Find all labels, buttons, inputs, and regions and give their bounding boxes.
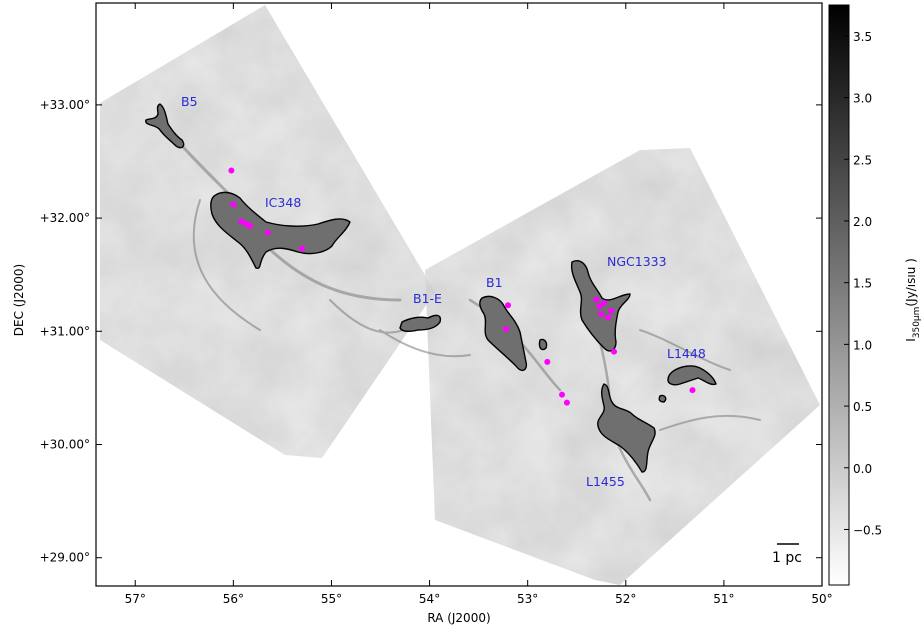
source-marker (230, 201, 237, 208)
source-marker (601, 299, 608, 306)
scale-bar: 1 pc (772, 543, 802, 566)
source-marker (598, 311, 605, 318)
x-tick-label: 54° (419, 592, 440, 606)
region-labels: B5 IC348 B1-E B1 NGC1333 L1448 L1455 (181, 94, 706, 489)
x-axis-label: RA (J2000) (427, 611, 490, 625)
contour-l1455 (597, 383, 656, 473)
x-axis: 57° 56° 55° 54° 53° 52° 51° 50° (125, 3, 833, 606)
source-marker (608, 307, 615, 314)
source-marker (563, 399, 570, 406)
plot-frame (95, 2, 823, 587)
region-label: L1448 (667, 346, 706, 361)
colorbar-tick-label: −0.5 (853, 523, 882, 537)
contour-ic348 (209, 191, 351, 269)
region-label: NGC1333 (607, 254, 667, 269)
source-marker (559, 391, 566, 398)
source-marker (299, 245, 306, 252)
region-label: B5 (181, 94, 198, 109)
map-tile-south-texture (425, 148, 820, 585)
source-markers (228, 167, 696, 406)
contour-l1448 (667, 365, 717, 386)
colorbar: 3.5 3.0 2.5 2.0 1.5 1.0 0.5 0.0 −0.5 I350μm(Jy/ı… (828, 4, 922, 586)
source-marker (605, 314, 612, 321)
colorbar-tick-label: 2.5 (853, 153, 872, 167)
colorbar-ticks: 3.5 3.0 2.5 2.0 1.5 1.0 0.5 0.0 −0.5 (844, 30, 882, 537)
colorbar-tick-label: 0.5 (853, 400, 872, 414)
y-tick-label: +32.00° (40, 211, 90, 225)
source-marker (505, 302, 512, 309)
contour-b5 (145, 103, 185, 149)
region-label: B1-E (413, 291, 442, 306)
y-axis: +33.00° +32.00° +31.00° +30.00° +29.00° (40, 98, 822, 565)
source-marker (264, 229, 271, 236)
contour-small-2 (658, 394, 667, 403)
region-label: L1455 (586, 474, 625, 489)
x-tick-label: 53° (517, 592, 538, 606)
colorbar-label: I350μm(Jy/ısıu ) (904, 258, 922, 342)
colorbar-tick-label: 3.5 (853, 30, 872, 44)
source-marker (228, 167, 235, 174)
source-marker (611, 348, 618, 355)
contour-b1 (479, 295, 528, 372)
x-tick-label: 55° (321, 592, 342, 606)
x-tick-label: 51° (713, 592, 734, 606)
x-tick-label: 56° (223, 592, 244, 606)
colorbar-tick-label: 1.0 (853, 338, 872, 352)
colorbar-tick-label: 1.5 (853, 277, 872, 291)
contour-small-1 (538, 338, 548, 351)
contour-b1e (399, 314, 442, 333)
y-tick-label: +33.00° (40, 98, 90, 112)
colorbar-tick-label: 0.0 (853, 462, 872, 476)
source-marker (503, 326, 510, 333)
colorbar-tick-label: 3.0 (853, 92, 872, 106)
colorbar-gradient (828, 4, 850, 586)
y-tick-label: +30.00° (40, 437, 90, 451)
source-marker (247, 223, 254, 230)
region-label: B1 (486, 275, 503, 290)
x-tick-label: 52° (615, 592, 636, 606)
contour-regions (145, 103, 717, 473)
source-marker (689, 387, 696, 394)
source-marker (593, 296, 600, 303)
x-tick-label: 57° (125, 592, 146, 606)
plot-area: B5 IC348 B1-E B1 NGC1333 L1448 L1455 1 p… (96, 3, 822, 586)
colorbar-tick-label: 2.0 (853, 215, 872, 229)
source-marker (596, 303, 603, 310)
scale-bar-label: 1 pc (772, 550, 802, 566)
x-tick-label: 50° (811, 592, 832, 606)
source-marker (238, 218, 245, 225)
region-label: IC348 (265, 195, 301, 210)
y-axis-label: DEC (J2000) (12, 264, 26, 336)
y-tick-label: +29.00° (40, 551, 90, 565)
y-tick-label: +31.00° (40, 324, 90, 338)
source-marker (544, 358, 551, 365)
